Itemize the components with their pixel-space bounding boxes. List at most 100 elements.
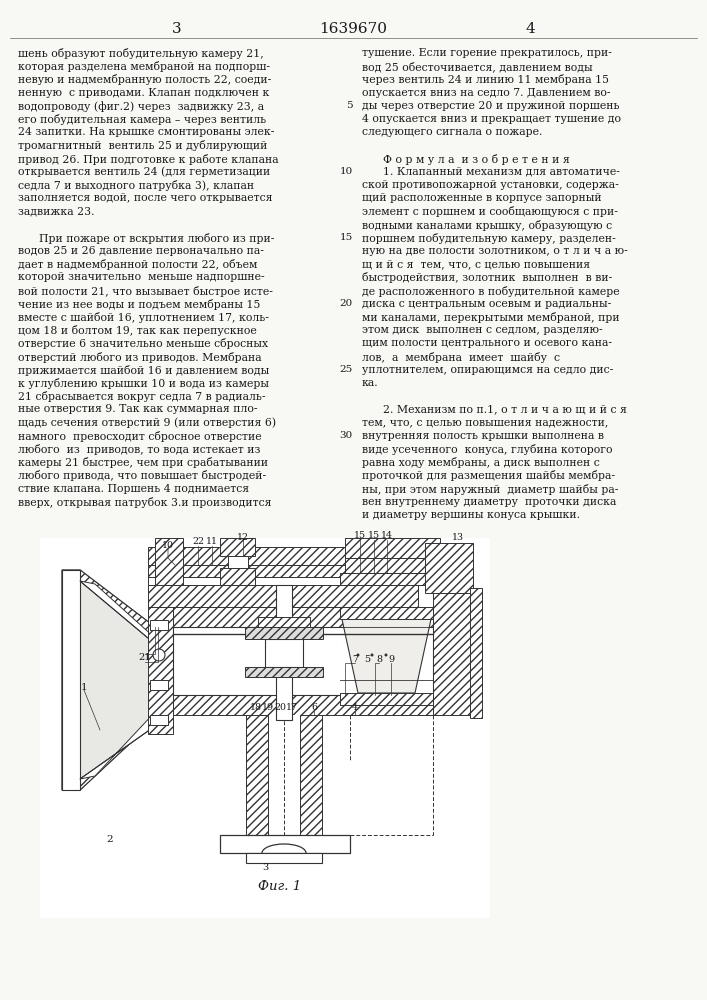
Text: 2: 2 — [107, 836, 113, 844]
Bar — [148, 577, 433, 585]
Text: привод 26. При подготовке к работе клапана: привод 26. При подготовке к работе клапа… — [18, 154, 279, 165]
Text: 4: 4 — [525, 22, 535, 36]
Text: 7: 7 — [352, 656, 358, 664]
Text: 21 сбрасывается вокруг седла 7 в радиаль-: 21 сбрасывается вокруг седла 7 в радиаль… — [18, 391, 266, 402]
Text: уплотнителем, опирающимся на седло дис-: уплотнителем, опирающимся на седло дис- — [362, 365, 613, 375]
Text: чение из нее воды и подъем мембраны 15: чение из нее воды и подъем мембраны 15 — [18, 299, 260, 310]
Text: 8: 8 — [376, 656, 382, 664]
Text: 13: 13 — [452, 532, 464, 542]
Text: 12: 12 — [237, 532, 249, 542]
Bar — [173, 607, 433, 627]
Text: опускается вниз на седло 7. Давлением во-: опускается вниз на седло 7. Давлением во… — [362, 88, 611, 98]
Text: 21: 21 — [139, 654, 151, 662]
Text: которой значительно  меньше надпоршне-: которой значительно меньше надпоршне- — [18, 272, 264, 282]
Text: 15: 15 — [368, 530, 380, 540]
Text: быстродействия, золотник  выполнен  в ви-: быстродействия, золотник выполнен в ви- — [362, 272, 612, 283]
Circle shape — [385, 654, 387, 656]
Text: щадь сечения отверстий 9 (или отверстия 6): щадь сечения отверстий 9 (или отверстия … — [18, 418, 276, 428]
Text: вен внутреннему диаметру  проточки диска: вен внутреннему диаметру проточки диска — [362, 497, 617, 507]
Bar — [268, 715, 300, 835]
Bar — [148, 585, 418, 607]
Text: вверх, открывая патрубок 3.и производится: вверх, открывая патрубок 3.и производитс… — [18, 497, 271, 508]
Text: щ и й с я  тем, что, с целью повышения: щ и й с я тем, что, с целью повышения — [362, 259, 590, 269]
Text: 1639670: 1639670 — [319, 22, 387, 36]
Text: ные отверстия 9. Так как суммарная пло-: ные отверстия 9. Так как суммарная пло- — [18, 404, 257, 414]
Text: 30: 30 — [340, 431, 353, 440]
Text: 22: 22 — [192, 538, 204, 546]
Polygon shape — [80, 581, 155, 638]
Text: вод 25 обесточивается, давлением воды: вод 25 обесточивается, давлением воды — [362, 61, 592, 72]
Text: проточкой для размещения шайбы мембра-: проточкой для размещения шайбы мембра- — [362, 470, 615, 481]
Text: ка.: ка. — [362, 378, 379, 388]
Text: виде усеченного  конуса, глубина которого: виде усеченного конуса, глубина которого — [362, 444, 612, 455]
Text: 25: 25 — [340, 365, 353, 374]
Text: седла 7 и выходного патрубка 3), клапан: седла 7 и выходного патрубка 3), клапан — [18, 180, 254, 191]
Text: 18: 18 — [250, 704, 262, 712]
Text: тромагнитный  вентиль 25 и дублирующий: тромагнитный вентиль 25 и дублирующий — [18, 140, 267, 151]
Text: 5: 5 — [364, 656, 370, 664]
Text: намного  превосходит сбросное отверстие: намного превосходит сбросное отверстие — [18, 431, 262, 442]
Bar — [62, 570, 80, 790]
Text: лов,  а  мембрана  имеет  шайбу  с: лов, а мембрана имеет шайбу с — [362, 352, 560, 363]
Bar — [150, 715, 168, 725]
Text: прижимается шайбой 16 и давлением воды: прижимается шайбой 16 и давлением воды — [18, 365, 269, 376]
Bar — [148, 547, 433, 565]
Bar — [246, 715, 268, 835]
Text: де расположенного в побудительной камере: де расположенного в побудительной камере — [362, 286, 619, 297]
Text: 2. Механизм по п.1, о т л и ч а ю щ и й с я: 2. Механизм по п.1, о т л и ч а ю щ и й … — [362, 404, 627, 414]
Text: ды через отверстие 20 и пружиной поршень: ды через отверстие 20 и пружиной поршень — [362, 101, 619, 111]
Polygon shape — [340, 610, 433, 693]
Text: ненную  с приводами. Клапан подключен к: ненную с приводами. Клапан подключен к — [18, 88, 269, 98]
Bar — [340, 607, 433, 619]
Bar — [276, 585, 292, 720]
Text: цом 18 и болтом 19, так как перепускное: цом 18 и болтом 19, так как перепускное — [18, 325, 257, 336]
Text: 19: 19 — [262, 704, 274, 712]
Text: Фиг. 1: Фиг. 1 — [259, 880, 302, 893]
Circle shape — [153, 649, 165, 661]
Bar — [40, 538, 490, 918]
Text: его побудительная камера – через вентиль: его побудительная камера – через вентиль — [18, 114, 266, 125]
Text: и диаметру вершины конуса крышки.: и диаметру вершины конуса крышки. — [362, 510, 580, 520]
Bar — [265, 639, 303, 667]
Text: тушение. Если горение прекратилось, при-: тушение. Если горение прекратилось, при- — [362, 48, 612, 58]
Text: задвижка 23.: задвижка 23. — [18, 206, 95, 216]
Text: 4 опускается вниз и прекращает тушение до: 4 опускается вниз и прекращает тушение д… — [362, 114, 621, 124]
Text: 10: 10 — [340, 167, 353, 176]
Text: ми каналами, перекрытыми мембраной, при: ми каналами, перекрытыми мембраной, при — [362, 312, 619, 323]
Text: дает в надмембранной полости 22, объем: дает в надмембранной полости 22, объем — [18, 259, 257, 270]
Bar — [345, 538, 440, 558]
Text: водов 25 и 26 давление первоначально па-: водов 25 и 26 давление первоначально па- — [18, 246, 264, 256]
Text: диска с центральным осевым и радиальны-: диска с центральным осевым и радиальны- — [362, 299, 612, 309]
Bar — [228, 556, 248, 568]
Bar — [425, 543, 473, 593]
Text: 17: 17 — [286, 704, 298, 712]
Text: 10: 10 — [162, 540, 174, 550]
Text: отверстие 6 значительно меньше сбросных: отверстие 6 значительно меньше сбросных — [18, 338, 268, 349]
Text: 6: 6 — [311, 704, 317, 712]
Text: 3: 3 — [262, 863, 268, 872]
Bar — [300, 715, 322, 835]
Circle shape — [356, 654, 359, 656]
Text: поршнем побудительную камеру, разделен-: поршнем побудительную камеру, разделен- — [362, 233, 616, 244]
Text: Ф о р м у л а  и з о б р е т е н и я: Ф о р м у л а и з о б р е т е н и я — [362, 154, 570, 165]
Text: ствие клапана. Поршень 4 поднимается: ствие клапана. Поршень 4 поднимается — [18, 484, 249, 494]
Text: При пожаре от вскрытия любого из при-: При пожаре от вскрытия любого из при- — [18, 233, 274, 244]
Text: водопроводу (фиг.2) через  задвижку 23, а: водопроводу (фиг.2) через задвижку 23, а — [18, 101, 264, 112]
Text: невую и надмембранную полость 22, соеди-: невую и надмембранную полость 22, соеди- — [18, 74, 271, 85]
Bar — [148, 565, 433, 577]
Bar — [245, 627, 323, 639]
Bar — [173, 627, 433, 695]
Polygon shape — [80, 570, 155, 638]
Polygon shape — [62, 570, 155, 790]
Bar — [220, 835, 350, 853]
Text: 1: 1 — [81, 684, 87, 692]
Bar — [220, 568, 255, 585]
Bar — [150, 680, 168, 690]
Text: любого привода, что повышает быстродей-: любого привода, что повышает быстродей- — [18, 470, 266, 481]
Text: 20: 20 — [340, 299, 353, 308]
Text: 3: 3 — [173, 22, 182, 36]
Text: ской противопожарной установки, содержа-: ской противопожарной установки, содержа- — [362, 180, 619, 190]
Bar — [150, 620, 168, 630]
Bar — [173, 695, 433, 715]
Bar — [246, 853, 322, 863]
